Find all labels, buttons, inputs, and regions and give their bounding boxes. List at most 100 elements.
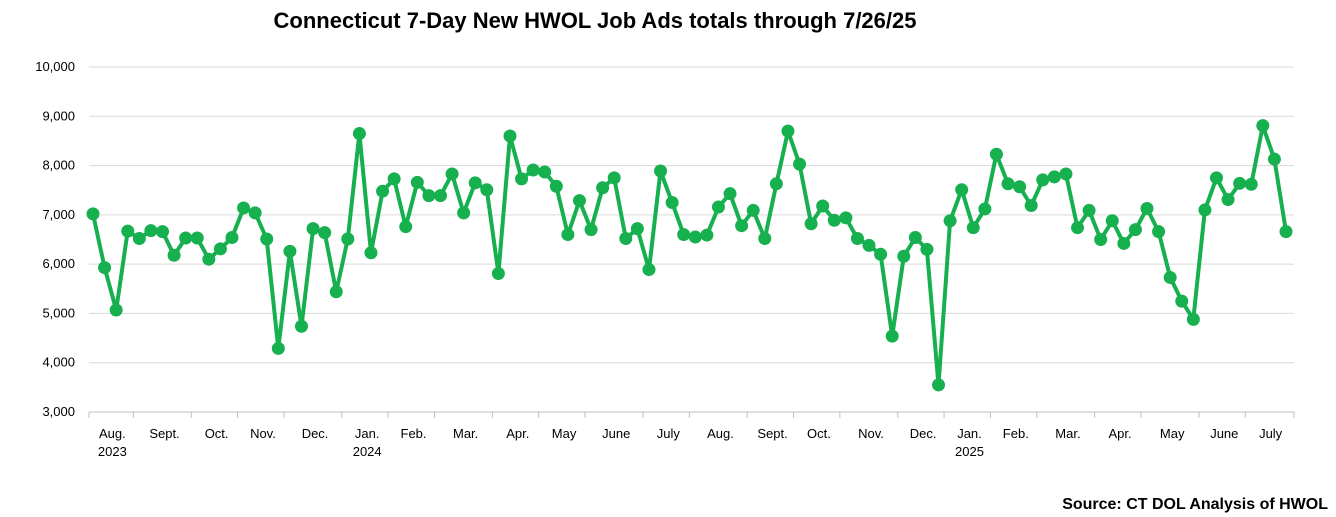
data-point	[619, 232, 633, 246]
x-tick-label: Nov.	[858, 426, 884, 441]
data-point	[294, 319, 308, 333]
data-point	[1244, 177, 1258, 191]
y-tick-label: 4,000	[42, 355, 75, 370]
data-point	[213, 242, 227, 256]
data-point	[908, 231, 922, 245]
data-point	[1256, 119, 1270, 133]
x-tick-label: Jan.	[957, 426, 982, 441]
x-tick-label: Feb.	[401, 426, 427, 441]
x-tick-label: Mar.	[1055, 426, 1080, 441]
data-point	[572, 194, 586, 208]
x-tick-label: Mar.	[453, 426, 478, 441]
data-point	[781, 124, 795, 138]
x-tick-label: May	[552, 426, 577, 441]
data-point	[654, 164, 668, 178]
data-point	[491, 267, 505, 281]
series-line-layer	[91, 123, 1288, 387]
x-axis-tick-labels: Aug. 2023 Sept. Oct. Nov. Dec. Jan. 2024 Feb. Mar…	[98, 426, 1283, 459]
data-point	[1036, 173, 1050, 187]
data-point	[1198, 203, 1212, 217]
data-point	[422, 189, 436, 203]
x-tick-year-label: 2023	[98, 444, 127, 459]
data-point	[816, 199, 830, 213]
data-point	[549, 179, 563, 193]
data-point	[433, 189, 447, 203]
data-point	[225, 231, 239, 245]
data-point	[804, 217, 818, 231]
data-point	[179, 231, 193, 245]
data-point	[827, 213, 841, 227]
data-point	[584, 223, 598, 237]
y-tick-label: 5,000	[42, 305, 75, 320]
x-tick-label: Jan.	[355, 426, 380, 441]
data-point	[1013, 180, 1027, 194]
data-point	[1128, 223, 1142, 237]
data-point	[1175, 294, 1189, 308]
data-point	[283, 244, 297, 258]
data-point	[1233, 176, 1247, 190]
data-point	[109, 303, 123, 317]
data-point	[607, 171, 621, 185]
data-point	[155, 225, 169, 239]
data-point	[758, 232, 772, 246]
series-line	[91, 123, 1288, 387]
data-point	[1221, 193, 1235, 207]
data-point	[711, 200, 725, 214]
data-point	[1279, 225, 1293, 239]
x-tick-label: May	[1160, 426, 1185, 441]
data-point	[457, 206, 471, 220]
data-point	[387, 172, 401, 186]
data-point	[723, 187, 737, 201]
data-point	[237, 201, 251, 215]
data-point	[793, 157, 807, 171]
data-point	[596, 181, 610, 195]
data-point	[503, 129, 517, 143]
data-point	[144, 224, 158, 238]
data-point	[989, 147, 1003, 161]
data-point	[769, 177, 783, 191]
data-point	[746, 203, 760, 217]
x-tick-label: Aug.	[707, 426, 734, 441]
data-point	[1163, 270, 1177, 284]
x-tick-label: July	[1259, 426, 1283, 441]
data-point	[190, 231, 204, 245]
data-point	[515, 172, 529, 186]
data-point	[480, 183, 494, 197]
series-points-layer	[86, 119, 1293, 392]
x-tick-label: Sept.	[149, 426, 179, 441]
data-point	[468, 176, 482, 190]
data-point	[966, 221, 980, 235]
data-point	[364, 246, 378, 260]
x-axis	[88, 411, 1295, 418]
data-point	[1267, 152, 1281, 166]
x-tick-year-label: 2024	[353, 444, 382, 459]
y-tick-label: 9,000	[42, 108, 75, 123]
data-point	[271, 341, 285, 355]
x-tick-label: Oct.	[205, 426, 229, 441]
x-tick-label: Oct.	[807, 426, 831, 441]
data-point	[677, 228, 691, 242]
data-point	[978, 202, 992, 216]
x-tick-label: Sept.	[757, 426, 787, 441]
y-tick-label: 7,000	[42, 207, 75, 222]
data-point	[1117, 236, 1131, 250]
x-tick-label: Feb.	[1003, 426, 1029, 441]
data-point	[318, 226, 332, 240]
data-point	[932, 378, 946, 392]
data-point	[399, 220, 413, 234]
data-point	[735, 219, 749, 233]
x-tick-label: Dec.	[302, 426, 329, 441]
x-tick-label: July	[657, 426, 681, 441]
data-point	[955, 183, 969, 197]
data-point	[306, 222, 320, 236]
data-point	[885, 329, 899, 343]
data-point	[850, 232, 864, 246]
data-point	[248, 206, 262, 220]
data-point	[352, 127, 366, 141]
data-point	[665, 196, 679, 210]
data-point	[376, 184, 390, 198]
x-tick-label: Dec.	[910, 426, 937, 441]
x-tick-label: June	[1210, 426, 1238, 441]
x-tick-label: Apr.	[1108, 426, 1131, 441]
